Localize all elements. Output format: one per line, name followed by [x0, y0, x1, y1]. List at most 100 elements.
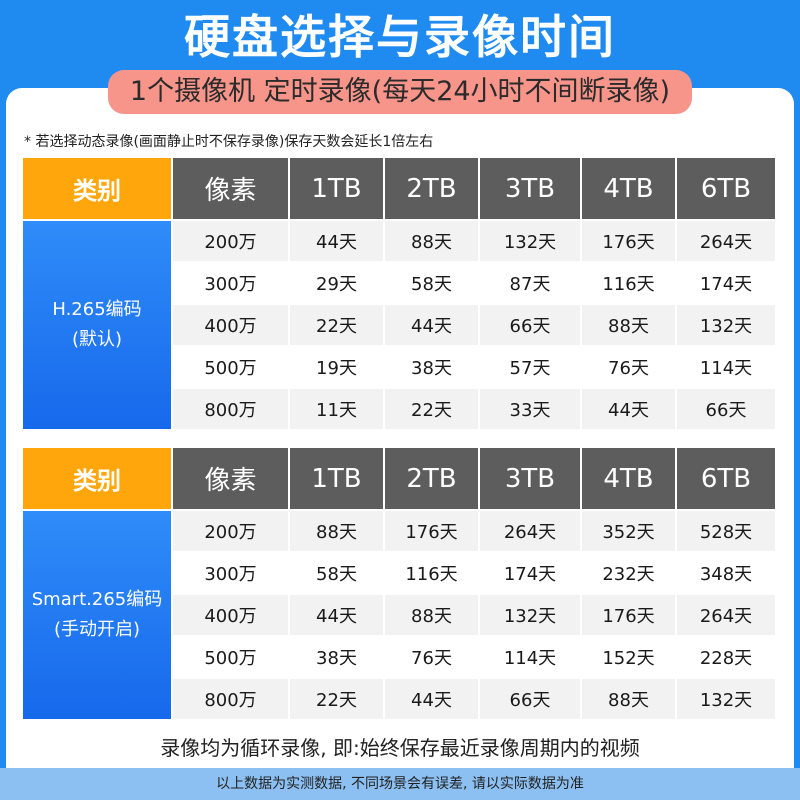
smart265-storage-table: 类别 像素 1TB 2TB 3TB 4TB 6TB Smart.265编码 (手动开启) 200万… — [21, 446, 777, 721]
days-cell: 88天 — [385, 595, 478, 635]
header-capacity: 3TB — [480, 448, 580, 509]
table-row: 800万 22天 44天 66天 88天 132天 — [23, 679, 775, 719]
days-cell: 176天 — [582, 221, 675, 261]
pixels-cell: 200万 — [173, 511, 288, 551]
pixels-cell: 300万 — [173, 553, 288, 593]
days-cell: 264天 — [480, 511, 580, 551]
days-cell: 66天 — [480, 679, 580, 719]
days-cell: 114天 — [480, 637, 580, 677]
table-row: 800万 11天 22天 33天 44天 66天 — [23, 389, 775, 429]
header-capacity: 2TB — [385, 158, 478, 219]
codec-category-cell: H.265编码 (默认) — [23, 221, 171, 429]
days-cell: 132天 — [480, 221, 580, 261]
days-cell: 19天 — [290, 347, 383, 387]
header-category: 类别 — [23, 448, 171, 509]
codec-name: Smart.265编码 — [31, 589, 163, 610]
days-cell: 348天 — [677, 553, 775, 593]
header-capacity: 3TB — [480, 158, 580, 219]
header-pixels: 像素 — [173, 158, 288, 219]
codec-category-cell: Smart.265编码 (手动开启) — [23, 511, 171, 719]
days-cell: 44天 — [290, 595, 383, 635]
days-cell: 264天 — [677, 221, 775, 261]
table-row: H.265编码 (默认) 200万 44天 88天 132天 176天 264天 — [23, 221, 775, 429]
header-capacity: 4TB — [582, 158, 675, 219]
table-row: 400万 44天 88天 132天 176天 264天 — [23, 595, 775, 635]
header-capacity: 6TB — [677, 158, 775, 219]
days-cell: 76天 — [385, 637, 478, 677]
days-cell: 352天 — [582, 511, 675, 551]
table-row: 300万 58天 116天 174天 232天 348天 — [23, 553, 775, 593]
days-cell: 76天 — [582, 347, 675, 387]
pixels-cell: 500万 — [173, 637, 288, 677]
days-cell: 58天 — [290, 553, 383, 593]
subtitle-wrap: 1个摄像机 定时录像(每天24小时不间断录像) — [0, 70, 800, 114]
days-cell: 44天 — [385, 305, 478, 345]
days-cell: 228天 — [677, 637, 775, 677]
pixels-cell: 500万 — [173, 347, 288, 387]
codec-mode: (手动开启) — [53, 619, 141, 640]
days-cell: 88天 — [582, 305, 675, 345]
header-capacity: 1TB — [290, 158, 383, 219]
days-cell: 66天 — [677, 389, 775, 429]
days-cell: 174天 — [480, 553, 580, 593]
days-cell: 232天 — [582, 553, 675, 593]
subtitle-badge: 1个摄像机 定时录像(每天24小时不间断录像) — [107, 70, 693, 114]
days-cell: 132天 — [677, 305, 775, 345]
days-cell: 114天 — [677, 347, 775, 387]
dynamic-recording-note: * 若选择动态录像(画面静止时不保存录像)保存天数会延长1倍左右 — [24, 134, 434, 150]
table-row: 500万 38天 76天 114天 152天 228天 — [23, 637, 775, 677]
days-cell: 44天 — [385, 679, 478, 719]
pixels-cell: 200万 — [173, 221, 288, 261]
days-cell: 58天 — [385, 263, 478, 303]
days-cell: 116天 — [385, 553, 478, 593]
pixels-cell: 400万 — [173, 305, 288, 345]
days-cell: 528天 — [677, 511, 775, 551]
days-cell: 174天 — [677, 263, 775, 303]
codec-name: H.265编码 — [52, 299, 142, 320]
table-row: Smart.265编码 (手动开启) 200万 88天 176天 264天 352天 528天 — [23, 511, 775, 719]
days-cell: 132天 — [677, 679, 775, 719]
days-cell: 116天 — [582, 263, 675, 303]
table-row: 300万 29天 58天 87天 116天 174天 — [23, 263, 775, 303]
days-cell: 38天 — [385, 347, 478, 387]
header-capacity: 4TB — [582, 448, 675, 509]
pixels-cell: 300万 — [173, 263, 288, 303]
days-cell: 176天 — [385, 511, 478, 551]
days-cell: 264天 — [677, 595, 775, 635]
days-cell: 44天 — [290, 221, 383, 261]
days-cell: 38天 — [290, 637, 383, 677]
days-cell: 152天 — [582, 637, 675, 677]
disclaimer-strip: 以上数据为实测数据, 不同场景会有误差, 请以实际数据为准 — [0, 768, 800, 800]
days-cell: 11天 — [290, 389, 383, 429]
days-cell: 88天 — [385, 221, 478, 261]
header-pixels: 像素 — [173, 448, 288, 509]
days-cell: 44天 — [582, 389, 675, 429]
header-capacity: 1TB — [290, 448, 383, 509]
pixels-cell: 400万 — [173, 595, 288, 635]
days-cell: 176天 — [582, 595, 675, 635]
pixels-cell: 800万 — [173, 679, 288, 719]
days-cell: 22天 — [290, 679, 383, 719]
codec-mode: (默认) — [71, 329, 123, 350]
days-cell: 33天 — [480, 389, 580, 429]
header-capacity: 2TB — [385, 448, 478, 509]
table-row: 400万 22天 44天 66天 88天 132天 — [23, 305, 775, 345]
days-cell: 22天 — [290, 305, 383, 345]
pixels-cell: 800万 — [173, 389, 288, 429]
header-row: 类别 像素 1TB 2TB 3TB 4TB 6TB — [23, 158, 775, 219]
loop-recording-footnote: 录像均为循环录像, 即:始终保存最近录像周期内的视频 — [160, 736, 640, 760]
days-cell: 57天 — [480, 347, 580, 387]
header-row: 类别 像素 1TB 2TB 3TB 4TB 6TB — [23, 448, 775, 509]
page-title: 硬盘选择与录像时间 — [184, 10, 616, 64]
days-cell: 22天 — [385, 389, 478, 429]
header-category: 类别 — [23, 158, 171, 219]
header-capacity: 6TB — [677, 448, 775, 509]
days-cell: 29天 — [290, 263, 383, 303]
days-cell: 87天 — [480, 263, 580, 303]
h265-storage-table: 类别 像素 1TB 2TB 3TB 4TB 6TB H.265编码 (默认) 200万 44天 88天… — [21, 156, 777, 431]
days-cell: 132天 — [480, 595, 580, 635]
table-row: 500万 19天 38天 57天 76天 114天 — [23, 347, 775, 387]
days-cell: 88天 — [290, 511, 383, 551]
days-cell: 88天 — [582, 679, 675, 719]
days-cell: 66天 — [480, 305, 580, 345]
